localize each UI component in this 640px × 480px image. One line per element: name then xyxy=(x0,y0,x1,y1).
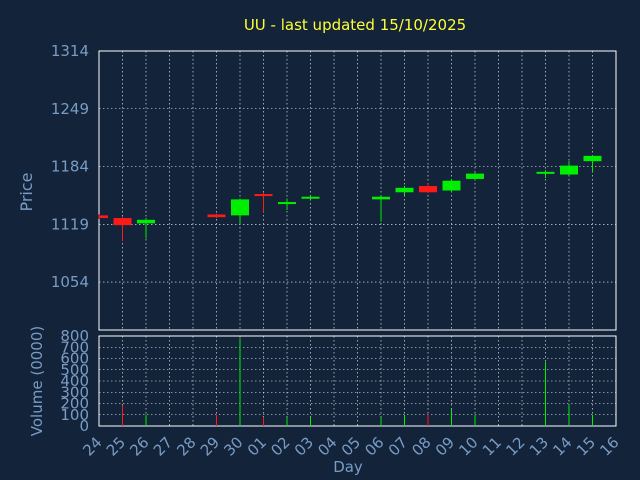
x-tick-label: 29 xyxy=(197,433,223,459)
volume-tick-label: 800 xyxy=(60,327,89,345)
candle-body xyxy=(395,187,414,193)
candle-body xyxy=(99,215,108,219)
x-tick-label: 24 xyxy=(79,433,105,459)
candle xyxy=(442,178,461,193)
candle-body xyxy=(278,202,296,205)
candle xyxy=(207,213,226,219)
volume-tick-label: 100 xyxy=(60,406,89,424)
volume-tick-label: 400 xyxy=(60,372,89,390)
volume-tick-label: 500 xyxy=(60,361,89,379)
x-tick-label: 25 xyxy=(103,433,129,459)
candle xyxy=(301,195,320,200)
x-tick-label: 07 xyxy=(385,433,411,459)
price-tick-label: 1119 xyxy=(51,215,89,233)
candle-body xyxy=(301,196,320,199)
price-tick-label: 1184 xyxy=(51,158,89,176)
candle-body xyxy=(231,199,249,216)
x-tick-label: 12 xyxy=(502,433,528,459)
candle xyxy=(278,198,296,211)
candle xyxy=(372,195,390,222)
x-tick-label: 06 xyxy=(361,433,387,459)
x-tick-label: 05 xyxy=(338,433,364,459)
price-panel: 1054 1119 1184 1249 1314 xyxy=(51,42,617,331)
price-tick-label: 1054 xyxy=(51,273,89,291)
chart-title: UU - last updated 15/10/2025 xyxy=(244,16,466,34)
candle xyxy=(98,214,108,219)
candles xyxy=(98,154,602,242)
price-axis-label: Price xyxy=(17,172,36,211)
x-tick-label: 27 xyxy=(150,433,176,459)
candle xyxy=(419,183,437,194)
candle xyxy=(113,217,132,242)
x-tick-label: 09 xyxy=(432,433,458,459)
x-tick-label: 16 xyxy=(596,433,622,459)
price-y-ticks: 1054 1119 1184 1249 1314 xyxy=(51,42,89,291)
x-tick-label: 01 xyxy=(244,433,270,459)
x-tick-label: 30 xyxy=(220,433,246,459)
x-tick-label: 26 xyxy=(126,433,152,459)
volume-tick-label: 200 xyxy=(60,395,89,413)
x-tick-label: 08 xyxy=(408,433,434,459)
price-tick-label: 1249 xyxy=(51,100,89,118)
x-tick-label: 02 xyxy=(267,433,293,459)
volume-tick-label: 0 xyxy=(79,417,89,435)
volume-tick-label: 600 xyxy=(60,350,89,368)
x-tick-label: 28 xyxy=(173,433,199,459)
candle-body xyxy=(419,186,437,193)
price-tick-label: 1314 xyxy=(51,42,89,60)
candle-body xyxy=(583,155,602,162)
x-tick-label: 11 xyxy=(479,433,505,459)
candle xyxy=(395,186,414,195)
x-tick-label: 10 xyxy=(455,433,481,459)
candle xyxy=(231,198,249,224)
x-tick-label: 04 xyxy=(314,433,340,459)
volume-bars xyxy=(122,338,593,426)
x-tick-label: 03 xyxy=(291,433,317,459)
x-tick-label: 15 xyxy=(573,433,599,459)
candle xyxy=(536,170,555,179)
volume-tick-label: 300 xyxy=(60,383,89,401)
candle-body xyxy=(536,171,555,174)
volume-axis-label: Volume (0000) xyxy=(28,326,46,436)
candle xyxy=(560,161,578,176)
candle-body xyxy=(466,173,484,179)
price-grid xyxy=(99,50,616,330)
candle xyxy=(583,154,602,173)
candle-body xyxy=(207,214,226,218)
candle-body xyxy=(137,219,155,224)
candle-body xyxy=(560,165,578,175)
x-ticks: 2425262728293001020304050607080910111213… xyxy=(79,433,622,459)
x-axis-label: Day xyxy=(333,458,363,476)
candle xyxy=(466,172,484,181)
volume-tick-label: 700 xyxy=(60,338,89,356)
volume-grid xyxy=(99,335,616,427)
candle-body xyxy=(372,196,390,200)
candle-body xyxy=(442,180,461,191)
x-tick-label: 13 xyxy=(526,433,552,459)
x-tick-label: 14 xyxy=(549,433,575,459)
candle-body xyxy=(113,218,132,226)
candle-body xyxy=(254,194,273,197)
candle xyxy=(137,218,155,239)
candle xyxy=(254,192,273,212)
